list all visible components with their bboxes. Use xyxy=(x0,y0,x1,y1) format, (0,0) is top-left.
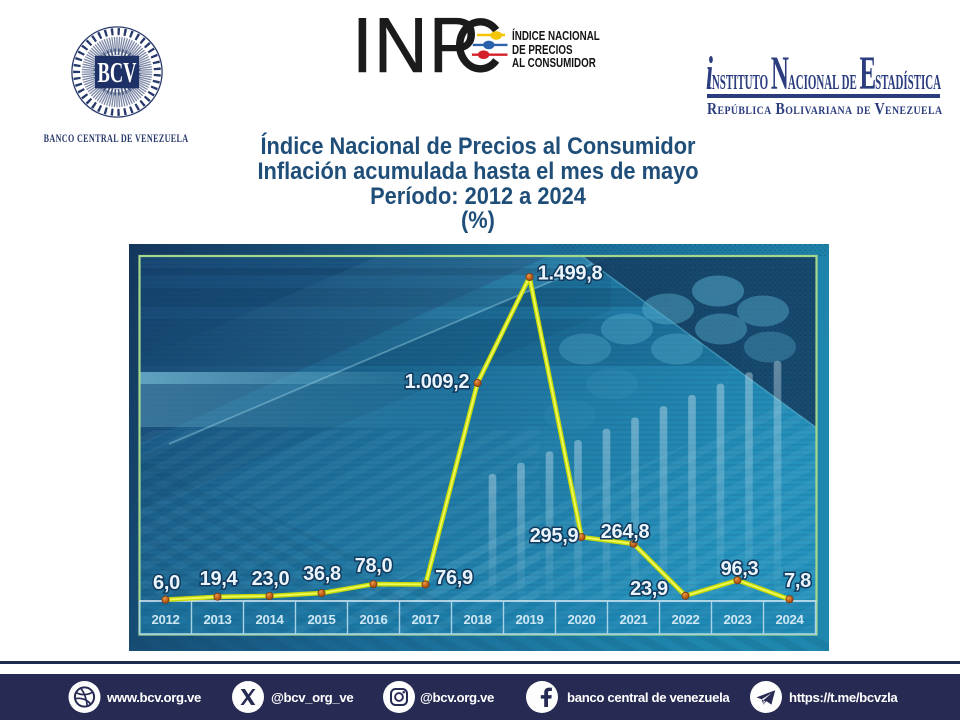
svg-text:2013: 2013 xyxy=(204,612,232,627)
svg-text:76,9: 76,9 xyxy=(435,567,473,589)
svg-text:2020: 2020 xyxy=(568,612,596,627)
svg-text:banco central de venezuela: banco central de venezuela xyxy=(567,690,730,705)
svg-text:7,8: 7,8 xyxy=(784,570,811,592)
svg-text:264,8: 264,8 xyxy=(601,521,650,543)
svg-text:36,8: 36,8 xyxy=(303,563,341,585)
svg-text:2018: 2018 xyxy=(464,612,492,627)
svg-text:2012: 2012 xyxy=(152,612,180,627)
svg-text:2016: 2016 xyxy=(360,612,388,627)
svg-text:https://t.me/bcvzla: https://t.me/bcvzla xyxy=(789,690,898,705)
svg-text:23,0: 23,0 xyxy=(252,568,290,590)
svg-text:@bcv_org_ve: @bcv_org_ve xyxy=(271,690,353,705)
svg-text:2022: 2022 xyxy=(672,612,700,627)
svg-text:1.009,2: 1.009,2 xyxy=(405,371,470,393)
svg-text:96,3: 96,3 xyxy=(721,558,759,580)
svg-text:2021: 2021 xyxy=(620,612,648,627)
svg-text:2024: 2024 xyxy=(776,612,805,627)
svg-text:2017: 2017 xyxy=(412,612,440,627)
svg-text:295,9: 295,9 xyxy=(530,525,579,547)
svg-text:2015: 2015 xyxy=(308,612,336,627)
svg-text:2014: 2014 xyxy=(256,612,285,627)
svg-text:2023: 2023 xyxy=(724,612,752,627)
svg-text:2019: 2019 xyxy=(516,612,544,627)
svg-text:BCV: BCV xyxy=(98,57,137,89)
svg-text:@bcv.org.ve: @bcv.org.ve xyxy=(420,690,494,705)
svg-text:1.499,8: 1.499,8 xyxy=(538,263,603,285)
svg-text:19,4: 19,4 xyxy=(200,568,239,590)
svg-text:6,0: 6,0 xyxy=(153,572,180,594)
svg-text:23,9: 23,9 xyxy=(630,578,668,600)
svg-text:78,0: 78,0 xyxy=(355,555,393,577)
svg-text:www.bcv.org.ve: www.bcv.org.ve xyxy=(106,690,201,705)
